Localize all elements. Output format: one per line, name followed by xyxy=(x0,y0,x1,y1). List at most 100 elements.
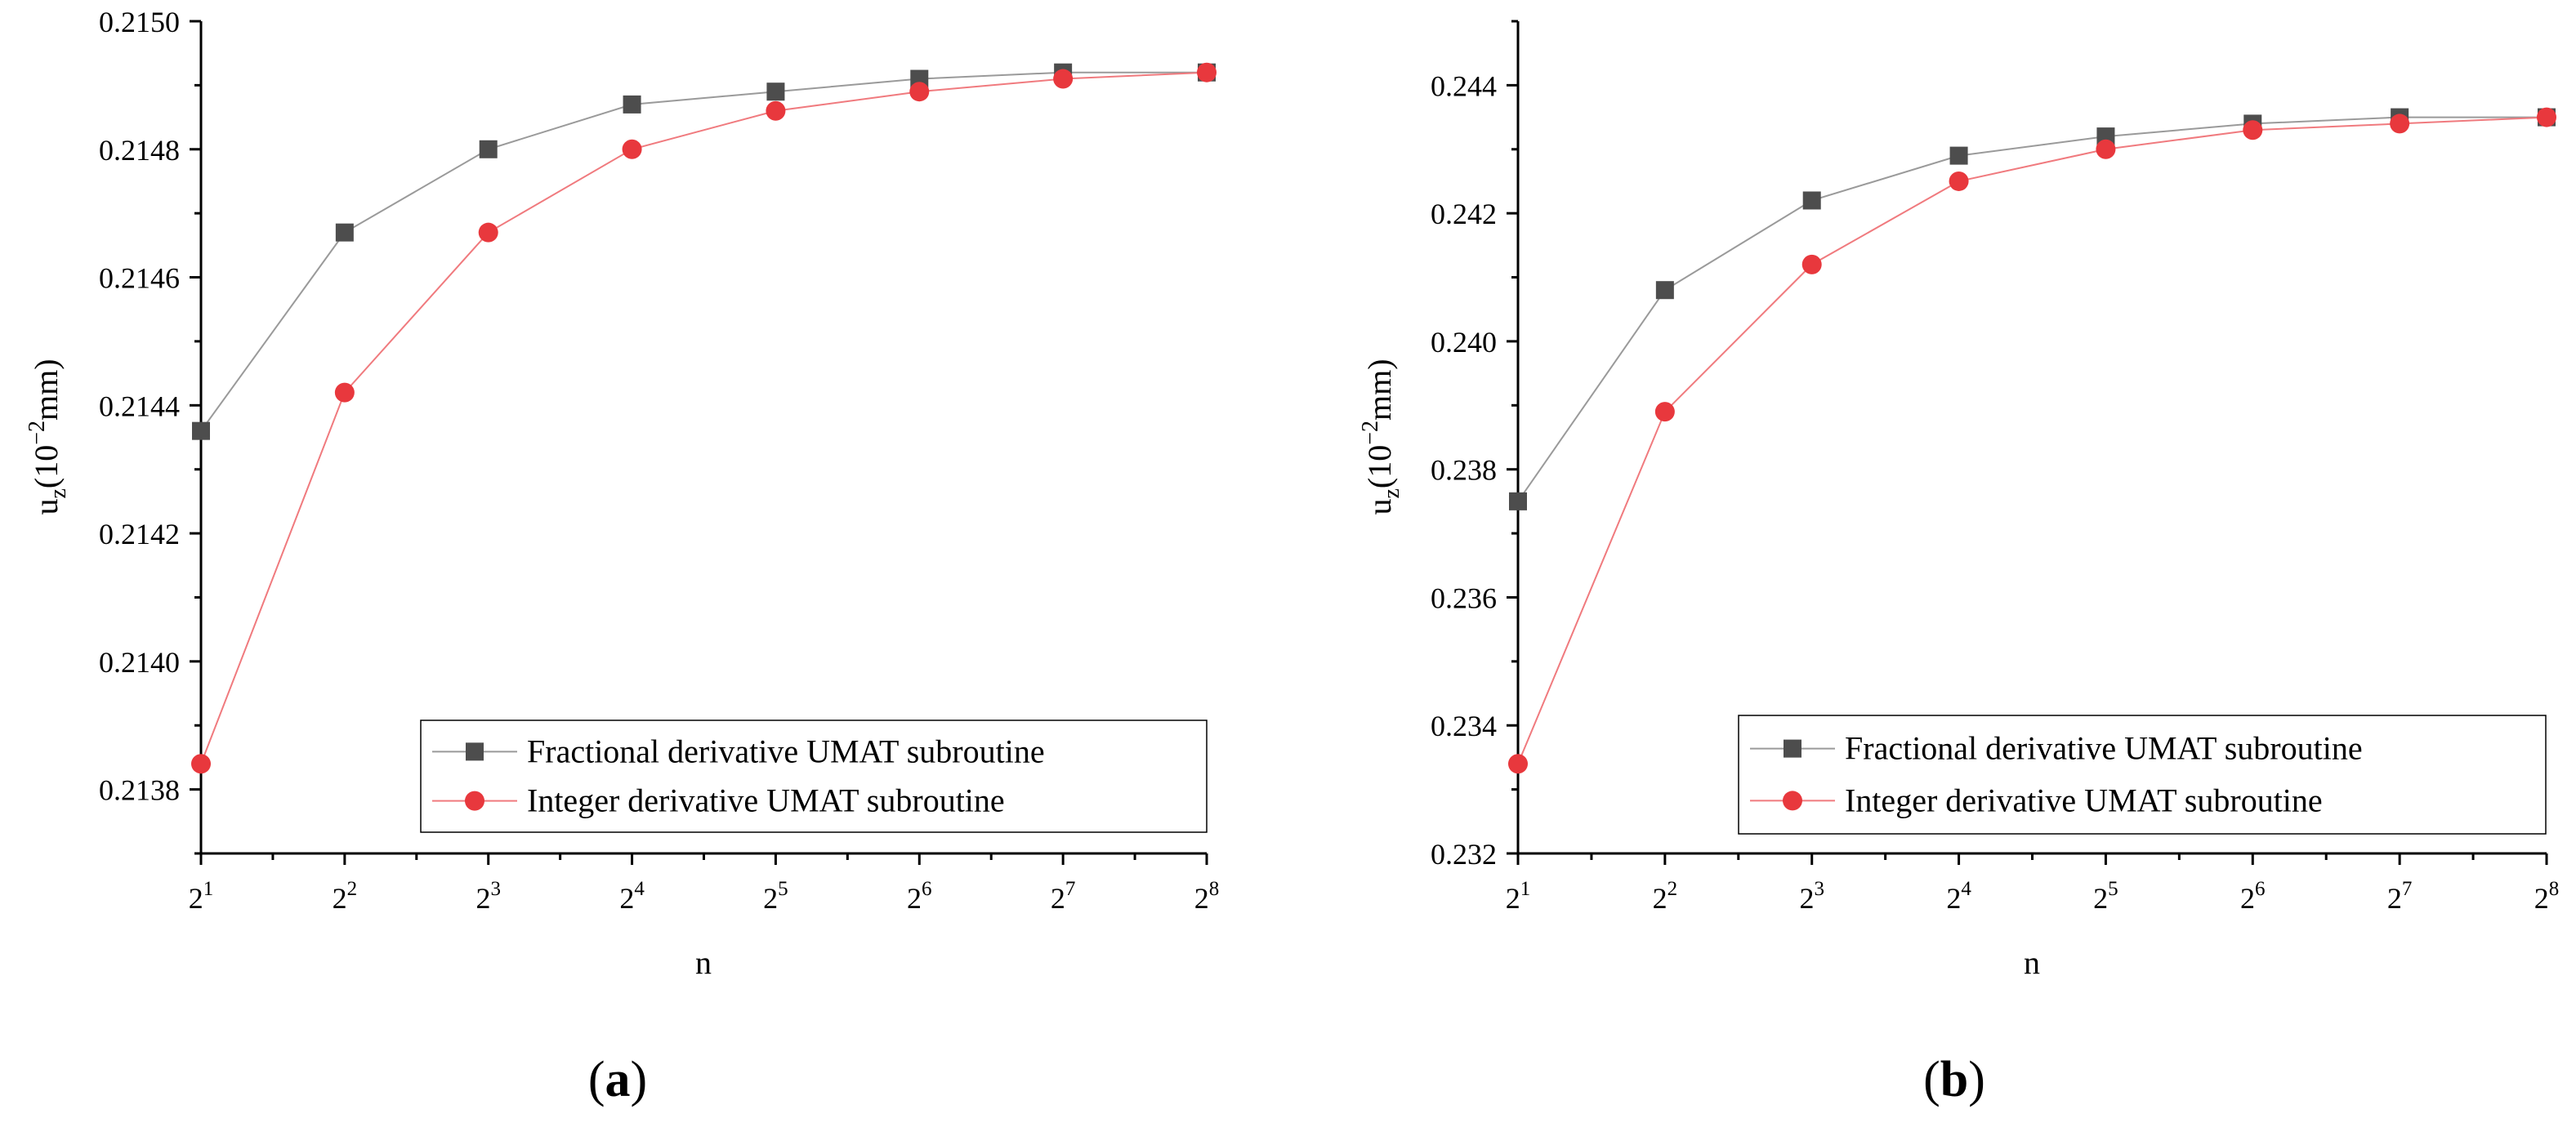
x-tick-exponent: 8 xyxy=(2549,878,2560,900)
data-point xyxy=(622,139,642,159)
legend-entry: Fractional derivative UMAT subroutine xyxy=(527,733,1045,769)
legend-box xyxy=(1738,715,2547,835)
data-point xyxy=(766,82,785,101)
x-tick-label: 23 xyxy=(1799,878,1824,915)
series-integer xyxy=(1508,107,2556,774)
y-tick-label: 0.2142 xyxy=(99,518,180,550)
x-tick-label: 26 xyxy=(2240,878,2266,915)
x-tick-base: 2 xyxy=(1799,882,1814,915)
x-tick-label: 21 xyxy=(1506,878,1531,915)
y-label-exponent: −2 xyxy=(25,421,50,445)
y-tick-label: 0.2144 xyxy=(99,390,180,422)
series-fractional xyxy=(1509,108,2556,510)
data-point xyxy=(1802,191,1821,210)
legend-marker xyxy=(1783,791,1802,811)
data-point xyxy=(2537,107,2556,127)
data-point xyxy=(1053,69,1074,89)
x-tick-exponent: 7 xyxy=(2402,878,2413,900)
y-label-exponent: −2 xyxy=(1358,421,1383,445)
x-tick-exponent: 4 xyxy=(634,878,645,900)
x-tick-label: 28 xyxy=(2534,878,2560,915)
x-tick-label: 23 xyxy=(475,878,501,915)
x-tick-base: 2 xyxy=(1653,882,1667,915)
series-line xyxy=(1517,116,2547,502)
y-label-unit-suffix: mm) xyxy=(1361,359,1398,421)
x-axis-label: n xyxy=(2024,944,2040,981)
x-tick-exponent: 3 xyxy=(490,878,501,900)
data-point xyxy=(766,100,786,121)
panel-label: (b) xyxy=(1923,1052,1985,1107)
x-tick-label: 25 xyxy=(2093,878,2118,915)
data-point xyxy=(478,222,498,243)
x-tick-base: 2 xyxy=(907,882,922,915)
x-tick-base: 2 xyxy=(2240,882,2255,915)
series-line xyxy=(200,71,1208,764)
x-tick-label: 22 xyxy=(333,878,358,915)
y-tick-label: 0.232 xyxy=(1431,838,1497,871)
x-tick-label: 27 xyxy=(2387,878,2413,915)
x-tick-label: 26 xyxy=(907,878,932,915)
panel-label-close: ) xyxy=(1968,1052,1985,1107)
legend-marker xyxy=(466,742,484,761)
x-tick-base: 2 xyxy=(2093,882,2108,915)
x-tick-label: 27 xyxy=(1051,878,1076,915)
x-tick-exponent: 7 xyxy=(1065,878,1076,900)
x-tick-base: 2 xyxy=(2534,882,2549,915)
data-point xyxy=(623,95,641,114)
data-point xyxy=(2243,120,2263,140)
y-tick-label: 0.2148 xyxy=(99,134,180,167)
series-line xyxy=(200,71,1207,432)
panel-label-letter: b xyxy=(1940,1052,1968,1107)
panel-label: (a) xyxy=(588,1052,647,1107)
x-tick-exponent: 1 xyxy=(1520,878,1531,900)
x-tick-base: 2 xyxy=(619,882,634,915)
x-tick-base: 2 xyxy=(333,882,347,915)
data-point xyxy=(909,82,930,102)
y-tick-label: 0.238 xyxy=(1431,454,1497,487)
y-axis-label: uz(10−2mm) xyxy=(25,359,71,515)
legend: Fractional derivative UMAT subroutine Int… xyxy=(420,720,1208,833)
data-point xyxy=(1197,62,1217,82)
legend-marker xyxy=(465,791,484,811)
y-tick-label: 0.236 xyxy=(1431,581,1497,614)
data-point xyxy=(192,421,210,440)
x-tick-label: 25 xyxy=(763,878,788,915)
x-tick-exponent: 6 xyxy=(922,878,932,900)
data-point xyxy=(1949,146,1968,165)
panel-label-letter: a xyxy=(605,1052,631,1107)
y-tick-label: 0.234 xyxy=(1431,710,1497,742)
x-tick-exponent: 6 xyxy=(2255,878,2266,900)
y-tick-label: 0.244 xyxy=(1431,69,1497,102)
y-tick-label: 0.2138 xyxy=(99,774,180,807)
y-label-symbol: u xyxy=(28,499,65,515)
x-tick-label: 24 xyxy=(1946,878,1971,915)
legend-entry: Integer derivative UMAT subroutine xyxy=(1845,782,2323,818)
chart-panel-a: 0.2138 0.2140 0.2142 0.2144 0.2146 0.2148 0.21… xyxy=(25,6,1219,1107)
legend-marker xyxy=(1784,739,1801,758)
y-label-symbol: u xyxy=(1361,499,1398,515)
x-tick-label: 28 xyxy=(1194,878,1220,915)
x-tick-exponent: 5 xyxy=(2108,878,2118,900)
x-tick-base: 2 xyxy=(1051,882,1065,915)
data-point xyxy=(1949,171,1969,191)
x-tick-label: 21 xyxy=(189,878,214,915)
data-point xyxy=(335,223,354,242)
x-tick-base: 2 xyxy=(189,882,203,915)
series-integer xyxy=(191,62,1217,774)
x-tick-base: 2 xyxy=(1946,882,1961,915)
data-point xyxy=(479,140,498,158)
legend-entry: Fractional derivative UMAT subroutine xyxy=(1845,730,2363,767)
data-point xyxy=(1801,254,1822,274)
y-tick-label: 0.2150 xyxy=(99,6,180,38)
y-tick-label: 0.2140 xyxy=(99,646,180,679)
series-line xyxy=(1517,116,2547,764)
x-tick-base: 2 xyxy=(1194,882,1209,915)
panel-label-open: ( xyxy=(588,1052,605,1107)
data-point xyxy=(2390,114,2410,134)
legend-box xyxy=(420,720,1208,833)
y-label-unit: (10 xyxy=(1361,445,1398,488)
y-label-unit: (10 xyxy=(28,445,65,488)
y-tick-label: 0.242 xyxy=(1431,198,1497,230)
